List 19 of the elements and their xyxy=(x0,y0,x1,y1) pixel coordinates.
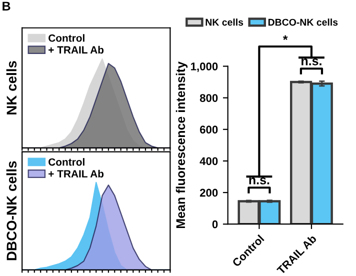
y-axis-title: Mean fluorescence intensity xyxy=(176,62,188,228)
y-tick-label: 600 xyxy=(200,126,218,134)
legend-label: NK cells xyxy=(206,18,244,26)
y-tick-label: 200 xyxy=(200,188,218,197)
y-tick-label: 400 xyxy=(200,157,218,166)
y-axis-title: DBCO-NK cells xyxy=(6,161,17,260)
y-tick-label: 0 xyxy=(212,220,218,228)
y-axis-title: NK cells xyxy=(6,61,17,114)
annotation: n.s. xyxy=(249,178,270,184)
legend-label: + TRAIL Ab xyxy=(48,170,104,178)
legend-label: Control xyxy=(48,34,84,42)
text: B xyxy=(2,2,10,10)
y-tick-label: 1,000 xyxy=(191,62,218,72)
text: * xyxy=(282,35,288,40)
legend-label: DBCO-NK cells xyxy=(268,18,338,26)
y-tick-label: 800 xyxy=(200,94,218,102)
text: n.s. xyxy=(302,58,322,66)
legend-label: + TRAIL Ab xyxy=(48,46,104,54)
legend-label: Control xyxy=(48,158,84,166)
